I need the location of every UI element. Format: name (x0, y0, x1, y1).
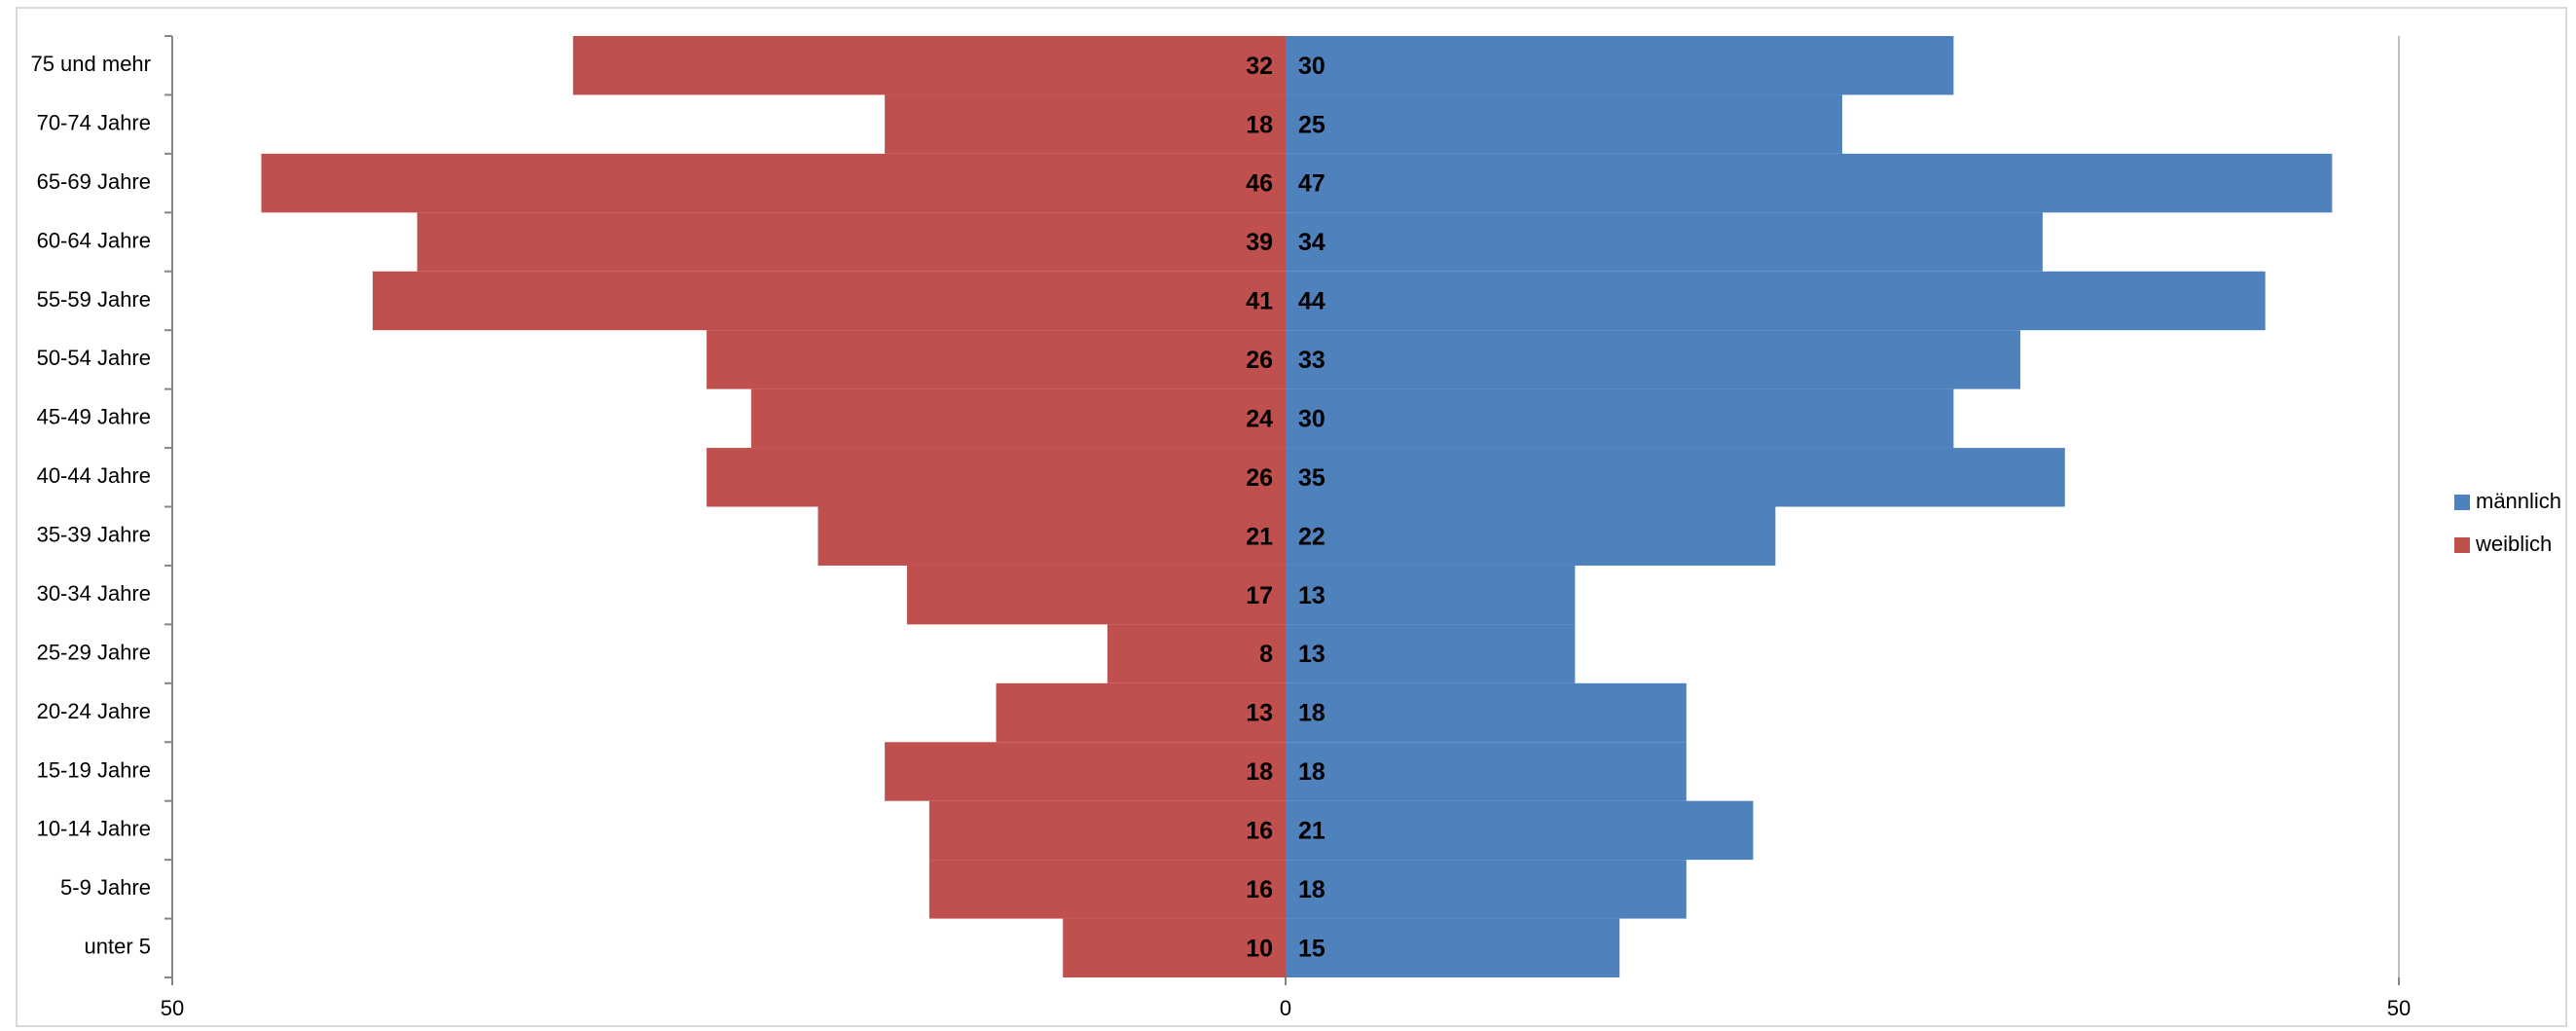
legend-swatch (2454, 537, 2470, 553)
value-label: 30 (1298, 53, 1325, 80)
y-tick-label: 20-24 Jahre (37, 699, 151, 723)
value-label: 8 (1259, 641, 1273, 668)
bar (1286, 212, 2043, 272)
value-label: 32 (1246, 53, 1273, 80)
x-tick-label: 50 (2387, 996, 2411, 1020)
value-label: 18 (1246, 758, 1273, 786)
legend-label: männlich (2476, 489, 2561, 513)
bar (750, 388, 1286, 449)
y-tick-label: 30-34 Jahre (37, 581, 151, 606)
value-label: 30 (1298, 405, 1325, 432)
legend-swatch (2454, 495, 2470, 510)
value-label: 21 (1246, 523, 1273, 550)
value-label: 22 (1298, 523, 1325, 550)
value-label: 33 (1298, 347, 1325, 374)
x-tick-label: 0 (1280, 996, 1291, 1020)
value-label: 35 (1298, 464, 1325, 492)
bar (1286, 742, 1687, 801)
value-label: 41 (1246, 288, 1273, 315)
value-label: 18 (1298, 876, 1325, 903)
value-label: 16 (1246, 818, 1273, 845)
bar (885, 94, 1286, 154)
bar (1286, 330, 2021, 389)
bar (1286, 506, 1776, 566)
value-label: 13 (1298, 641, 1325, 668)
y-tick-label: 35-39 Jahre (37, 523, 151, 547)
y-tick-label: 75 und mehr (30, 52, 151, 76)
bar (1286, 624, 1576, 683)
y-tick-label: unter 5 (85, 935, 152, 959)
value-label: 16 (1246, 876, 1273, 903)
bar (1286, 565, 1576, 625)
bar (1286, 36, 1954, 95)
x-tick-label: 50 (161, 996, 184, 1020)
bar (928, 800, 1286, 861)
y-tick-label: 50-54 Jahre (37, 346, 151, 370)
bar (817, 506, 1286, 566)
bar (707, 448, 1286, 507)
y-tick-label: 65-69 Jahre (37, 169, 151, 194)
y-tick-label: 5-9 Jahre (60, 875, 151, 900)
value-label: 13 (1298, 582, 1325, 609)
value-label: 15 (1298, 935, 1325, 962)
bar (1286, 153, 2333, 213)
value-label: 10 (1246, 935, 1273, 962)
value-label: 34 (1298, 229, 1325, 256)
value-label: 18 (1298, 700, 1325, 727)
legend-label: weiblich (2475, 532, 2552, 556)
bar (1107, 624, 1286, 683)
bar (1286, 682, 1687, 743)
bar (1286, 800, 1754, 861)
value-label: 47 (1298, 170, 1325, 198)
bar (996, 682, 1286, 743)
y-tick-label: 10-14 Jahre (37, 817, 151, 841)
bar (261, 153, 1286, 213)
value-label: 26 (1246, 347, 1273, 374)
bar (1286, 271, 2266, 331)
bar (372, 271, 1286, 331)
y-tick-label: 45-49 Jahre (37, 405, 151, 429)
bar (1286, 918, 1620, 977)
bar (572, 36, 1286, 95)
bar (1063, 918, 1286, 977)
bar (1286, 388, 1954, 449)
bar (885, 742, 1286, 801)
value-label: 13 (1246, 700, 1273, 727)
value-label: 18 (1246, 111, 1273, 138)
bar (1286, 860, 1687, 919)
bar (907, 565, 1286, 625)
bar (1286, 94, 1842, 154)
y-tick-label: 55-59 Jahre (37, 287, 151, 312)
bar (928, 860, 1286, 919)
y-tick-label: 40-44 Jahre (37, 463, 151, 488)
value-label: 39 (1246, 229, 1273, 256)
value-label: 26 (1246, 464, 1273, 492)
y-tick-label: 15-19 Jahre (37, 757, 151, 782)
value-label: 17 (1246, 582, 1273, 609)
bar (707, 330, 1286, 389)
value-label: 24 (1246, 405, 1273, 432)
bar (417, 212, 1286, 272)
value-label: 46 (1246, 170, 1273, 198)
value-label: 21 (1298, 818, 1325, 845)
value-label: 18 (1298, 758, 1325, 786)
bar (1286, 448, 2065, 507)
value-label: 44 (1298, 288, 1325, 315)
y-tick-label: 25-29 Jahre (37, 640, 151, 664)
y-tick-label: 60-64 Jahre (37, 228, 151, 252)
y-tick-label: 70-74 Jahre (37, 110, 151, 134)
value-label: 25 (1298, 111, 1325, 138)
